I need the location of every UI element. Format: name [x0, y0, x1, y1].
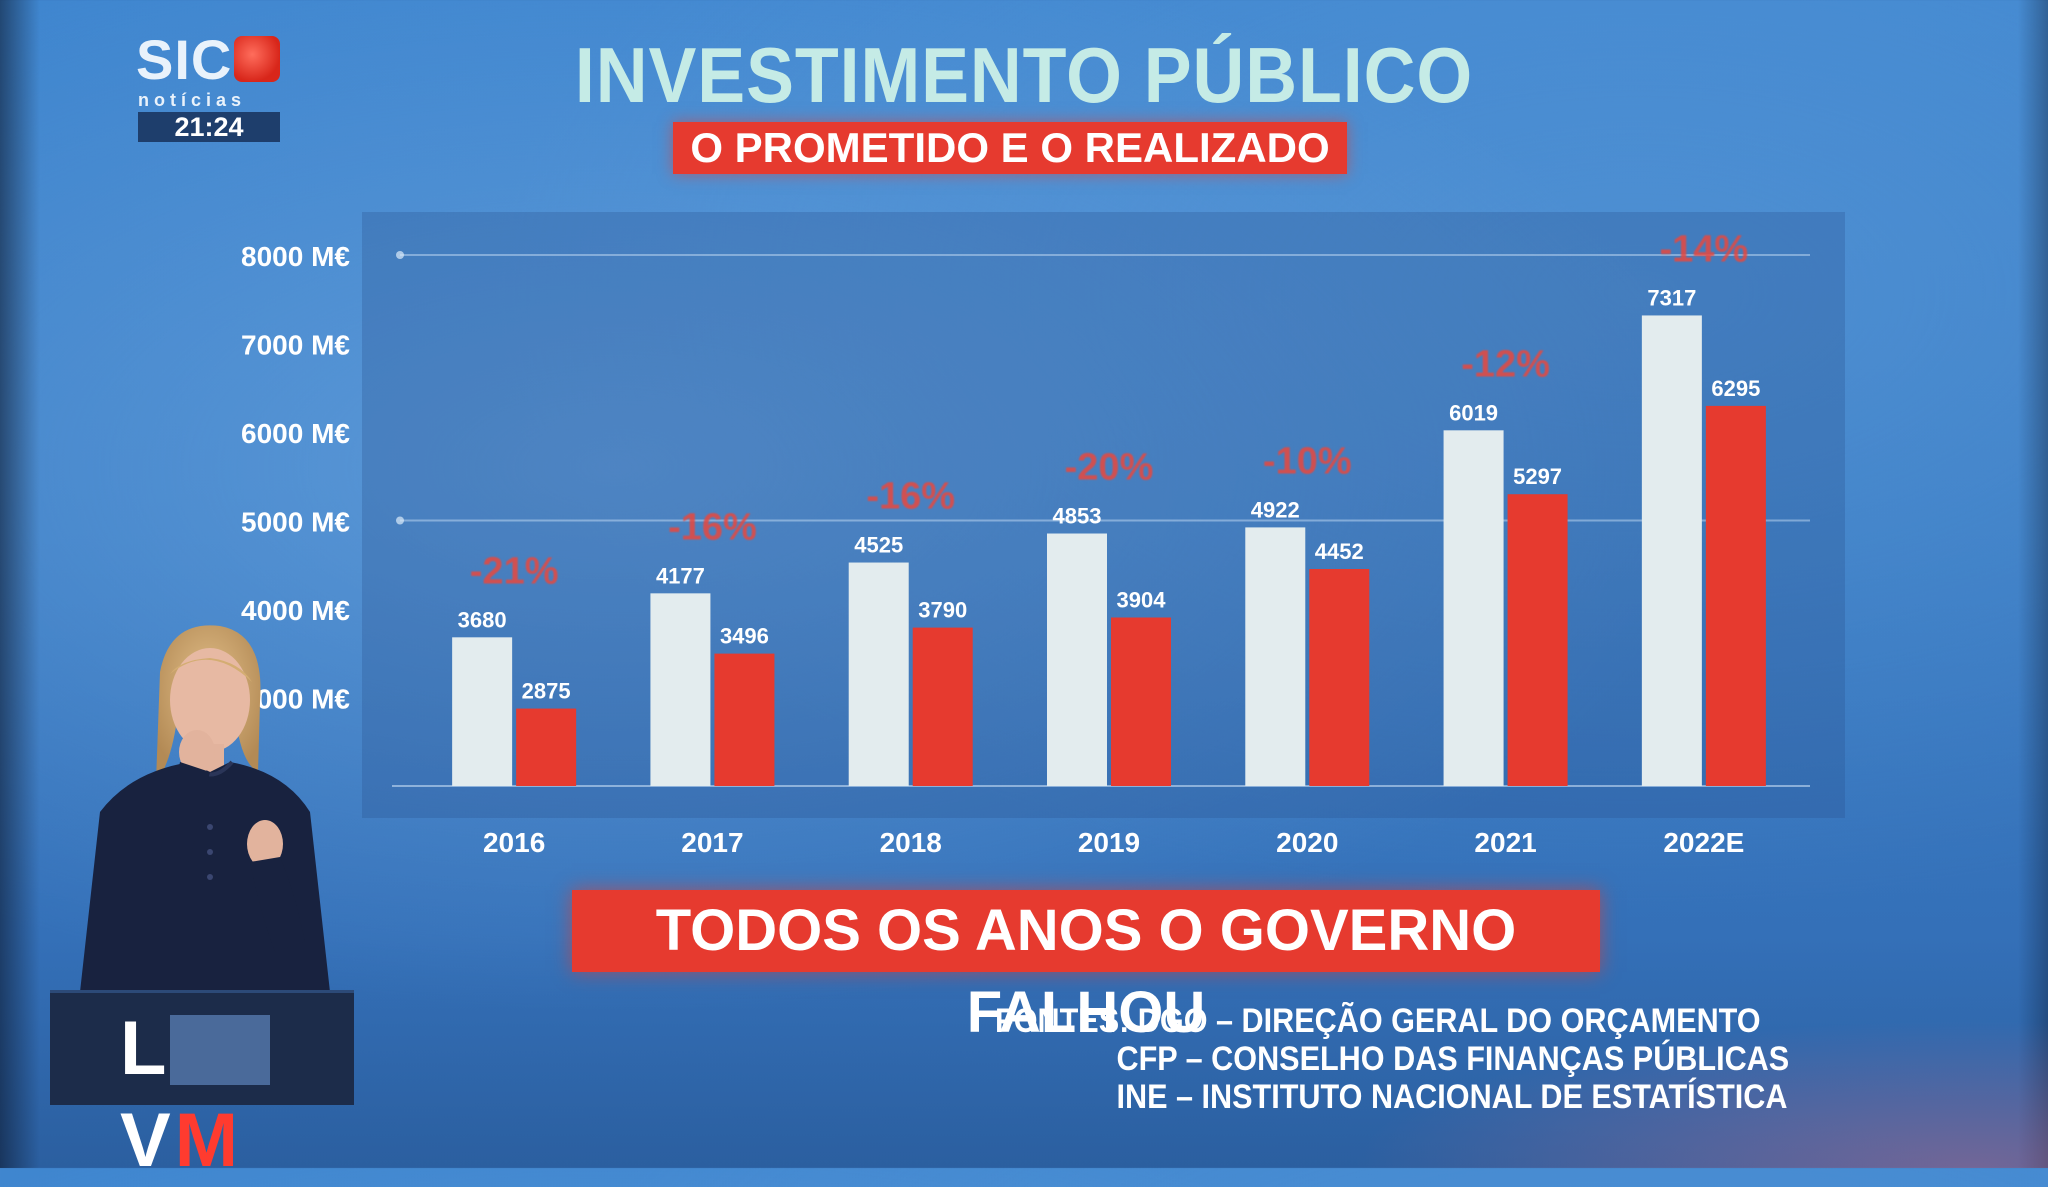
y-tick-label: 4000 M€ — [241, 595, 350, 626]
data-label-promised-2021: 6019 — [1449, 400, 1498, 425]
data-label-promised-2017: 4177 — [656, 563, 705, 588]
x-tick-label-2016: 2016 — [483, 827, 545, 858]
clock: 21:24 — [138, 112, 280, 142]
data-label-realized-2020: 4452 — [1315, 539, 1364, 564]
difference-label-2016: -21% — [470, 550, 559, 592]
data-label-promised-2019: 4853 — [1053, 504, 1102, 529]
bar-promised-2021 — [1443, 430, 1504, 786]
bar-promised-2018 — [848, 562, 909, 786]
logo-globe-icon — [234, 36, 280, 82]
bug-letter-l: L — [120, 1006, 171, 1091]
bar-realized-2019 — [1111, 617, 1171, 786]
conclusion-banner: TODOS OS ANOS O GOVERNO FALHOU — [572, 890, 1600, 1045]
grid-dot-5000 — [396, 516, 404, 525]
bar-promised-2020 — [1245, 527, 1306, 786]
data-label-realized-2016: 2875 — [522, 679, 571, 704]
difference-label-2020: -10% — [1263, 440, 1352, 482]
x-tick-label-2021: 2021 — [1474, 827, 1536, 858]
sources-block: FONTES: DGO – DIREÇÃO GERAL DO ORÇAMENTO… — [995, 1002, 1789, 1116]
page-title: INVESTIMENTO PÚBLICO — [574, 31, 1474, 119]
data-label-promised-2020: 4922 — [1251, 497, 1300, 522]
bug-letter-m: M — [174, 1098, 243, 1183]
bar-promised-2017 — [650, 593, 711, 786]
source-line-ine: INE – INSTITUTO NACIONAL DE ESTATÍSTICA — [1116, 1078, 1788, 1116]
data-label-realized-2018: 3790 — [918, 598, 967, 623]
difference-label-2018: -16% — [866, 476, 955, 518]
logo-brand: SIC — [136, 28, 233, 91]
difference-label-2019: -20% — [1065, 447, 1154, 489]
bar-realized-2020 — [1309, 568, 1370, 786]
source-line-cfp: CFP – CONSELHO DAS FINANÇAS PÚBLICAS — [1116, 1040, 1790, 1078]
bar-promised-2019 — [1047, 533, 1107, 786]
bar-promised-2022E — [1641, 315, 1702, 786]
x-tick-label-2019: 2019 — [1078, 827, 1140, 858]
y-tick-label: 5000 M€ — [241, 507, 350, 538]
y-tick-label: 8000 M€ — [241, 241, 350, 272]
data-label-promised-2018: 4525 — [854, 533, 903, 558]
difference-label-2017: -16% — [668, 506, 757, 548]
bar-promised-2016 — [452, 637, 513, 786]
channel-bug-lvm: LVM — [50, 990, 354, 1183]
x-tick-label-2020: 2020 — [1276, 827, 1338, 858]
bar-realized-2021 — [1507, 494, 1568, 786]
difference-label-2021: -12% — [1461, 343, 1550, 385]
difference-label-2022E: -14% — [1659, 228, 1748, 270]
bug-letter-v: V — [120, 1098, 175, 1183]
bar-realized-2022E — [1705, 405, 1766, 786]
x-tick-label-2022E: 2022E — [1663, 827, 1744, 858]
data-label-realized-2021: 5297 — [1513, 464, 1562, 489]
grid-dot-8000 — [396, 251, 404, 259]
x-tick-label-2018: 2018 — [880, 827, 942, 858]
logo-subtext: notícias — [138, 90, 247, 110]
subtitle-banner: O PROMETIDO E O REALIZADO — [673, 122, 1347, 174]
data-label-promised-2016: 3680 — [458, 607, 507, 632]
source-line-dgo: FONTES: DGO – DIREÇÃO GERAL DO ORÇAMENTO — [995, 1002, 1761, 1040]
data-label-promised-2022E: 7317 — [1647, 285, 1696, 310]
data-label-realized-2022E: 6295 — [1711, 376, 1760, 401]
sic-noticias-logo: SIC notícias 21:24 — [136, 28, 286, 144]
sign-language-interpreter — [80, 625, 330, 992]
data-label-realized-2017: 3496 — [720, 624, 769, 649]
bar-realized-2016 — [516, 708, 577, 786]
bar-realized-2018 — [912, 627, 973, 786]
x-tick-label-2017: 2017 — [681, 827, 743, 858]
channel-bug-block — [170, 1015, 270, 1085]
channel-bug-text: LVM — [120, 1003, 354, 1187]
data-label-realized-2019: 3904 — [1117, 587, 1167, 612]
bar-realized-2017 — [714, 653, 775, 786]
y-tick-label: 6000 M€ — [241, 418, 350, 449]
y-tick-label: 7000 M€ — [241, 330, 350, 361]
